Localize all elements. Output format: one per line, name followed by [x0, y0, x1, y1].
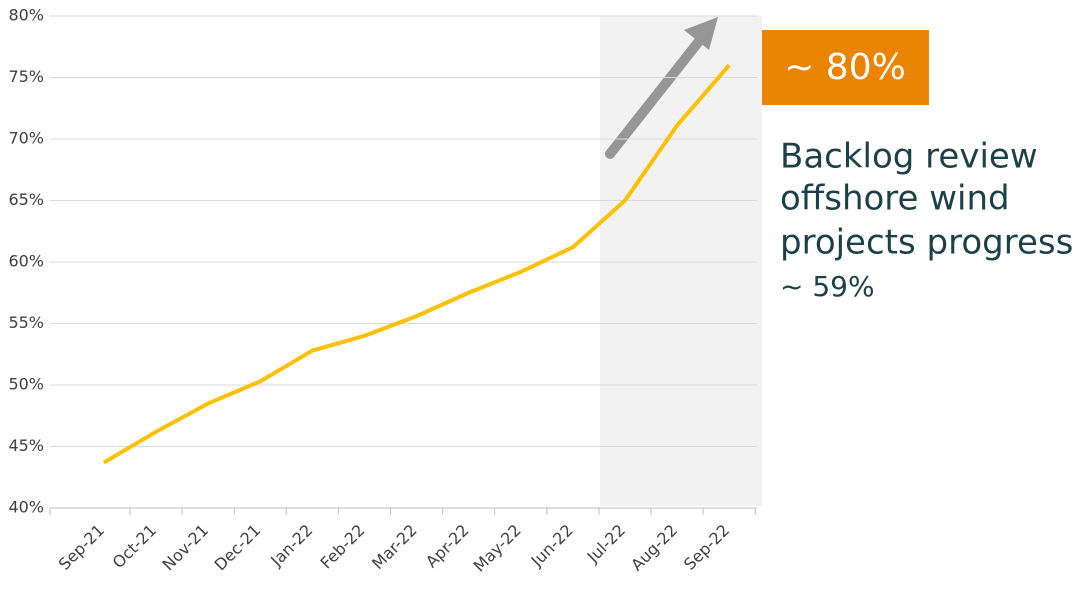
trend-arrow [605, 35, 705, 159]
note-line: offshore wind [780, 179, 1010, 219]
y-tick-label: 70% [8, 129, 44, 148]
forecast-region [600, 16, 762, 506]
x-tick-label: Mar-22 [368, 521, 421, 574]
x-tick-label: May-22 [470, 521, 525, 576]
x-tick-label: Nov-21 [159, 521, 213, 575]
x-tick-label: Sep-22 [680, 521, 733, 574]
x-tick-label: Jan-22 [266, 521, 316, 571]
x-tick-label: Oct-21 [109, 521, 160, 572]
y-tick-label: 60% [8, 252, 44, 271]
y-tick-label: 40% [8, 498, 44, 517]
note-line: projects progress [780, 223, 1073, 263]
y-tick-label: 75% [8, 67, 44, 86]
x-tick-label: Dec-21 [211, 521, 265, 575]
x-tick-label: Jul-22 [583, 521, 629, 567]
x-tick-label: Jun-22 [527, 521, 577, 571]
x-tick-label: Apr-22 [422, 521, 473, 572]
target-label: ~ 80% [784, 47, 906, 88]
x-tick-label: Feb-22 [317, 521, 369, 573]
x-tick-label: Sep-21 [55, 521, 108, 574]
note-line: Backlog review [780, 137, 1038, 177]
trend-arrow-head [684, 17, 718, 50]
y-tick-label: 55% [8, 313, 44, 332]
target-box [762, 30, 929, 105]
y-tick-label: 45% [8, 436, 44, 455]
line [102, 63, 731, 465]
y-tick-label: 65% [8, 190, 44, 209]
note-line: ~ 59% [780, 270, 875, 303]
y-tick-label: 50% [8, 375, 44, 394]
x-tick-label: Aug-22 [627, 521, 681, 575]
y-tick-label: 80% [8, 6, 44, 25]
